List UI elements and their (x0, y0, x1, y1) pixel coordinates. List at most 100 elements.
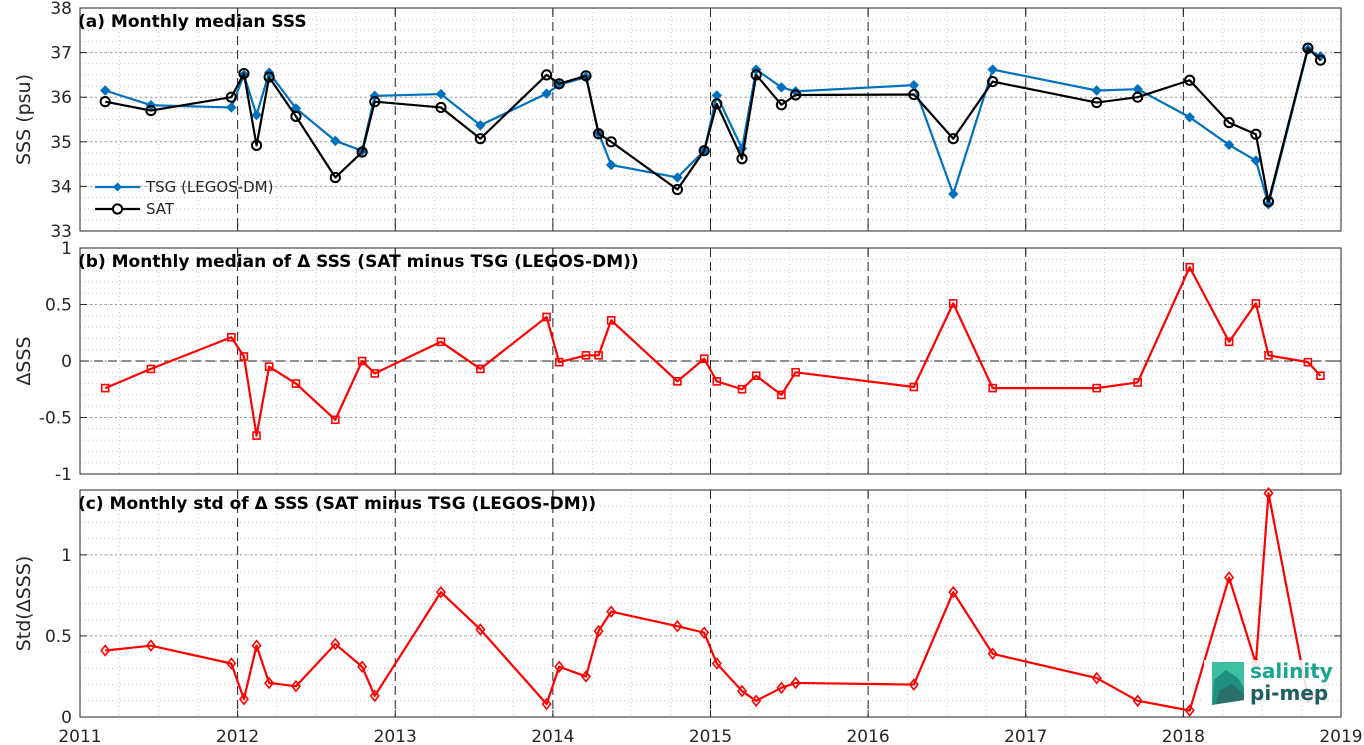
series-line (105, 47, 1322, 203)
data-point (606, 605, 617, 618)
y-axis-label: Std(ΔSSS) (13, 556, 35, 652)
data-point (99, 96, 111, 108)
data-point (699, 626, 710, 639)
data-point (605, 159, 617, 171)
data-point (736, 153, 748, 165)
y-tick-label: 0.5 (45, 296, 72, 316)
data-point (988, 383, 997, 393)
logo-text-pimep: pi-mep (1250, 681, 1328, 705)
data-point (1264, 351, 1273, 360)
data-point (606, 316, 616, 325)
y-tick-label: 33 (50, 222, 72, 242)
data-point (737, 384, 747, 394)
data-point (553, 78, 565, 90)
data-point (1092, 383, 1101, 393)
data-point (476, 364, 485, 374)
y-tick-label: -1 (55, 465, 72, 485)
data-point (909, 382, 919, 392)
data-point (711, 657, 722, 670)
data-point (791, 367, 800, 377)
data-point (474, 133, 486, 145)
panel-title: (c) Monthly std of Δ SSS (SAT minus TSG … (78, 494, 596, 514)
data-point (1185, 262, 1194, 272)
data-point (699, 354, 709, 364)
data-point (369, 96, 381, 108)
data-point (554, 357, 564, 367)
data-point (1316, 371, 1325, 380)
data-point (1250, 128, 1262, 140)
legend-marker-tsg (113, 182, 122, 192)
data-point (239, 352, 249, 361)
data-point (947, 133, 959, 145)
data-point (672, 172, 683, 183)
data-point (226, 657, 237, 670)
data-point (737, 684, 748, 698)
series-line (105, 492, 1321, 712)
data-point (475, 623, 486, 636)
y-tick-label: 38 (50, 0, 72, 19)
data-point (1091, 85, 1102, 96)
data-point (1184, 704, 1195, 717)
data-point (251, 109, 262, 121)
data-point (329, 171, 341, 184)
data-point (357, 660, 368, 674)
data-point (250, 139, 263, 151)
data-point (100, 383, 110, 393)
series-line (104, 266, 1322, 437)
legend-label-sat: SAT (146, 200, 175, 218)
data-point (1314, 54, 1327, 66)
data-point (1224, 571, 1235, 584)
data-point (580, 70, 592, 82)
data-point (751, 371, 761, 380)
panel-c: 0 0.5 1 2011 2012 2013 2014 2015 2016 2017 2018 201… (13, 486, 1363, 745)
data-point (330, 135, 341, 147)
y-axis-label: ΔSSS (13, 336, 35, 385)
data-point (1132, 91, 1144, 103)
data-point (541, 697, 552, 711)
panel-title: (b) Monthly median of Δ SSS (SAT minus T… (78, 252, 639, 272)
data-point (908, 678, 919, 691)
data-point (1303, 357, 1313, 367)
data-point (1184, 112, 1195, 123)
data-point (146, 364, 156, 374)
data-point (987, 647, 998, 661)
data-point (263, 71, 275, 83)
data-point (1223, 139, 1235, 151)
data-point (1223, 117, 1235, 129)
data-point (1251, 299, 1261, 308)
logo-waves-icon (1216, 684, 1244, 704)
data-point (1133, 378, 1142, 387)
data-point (436, 337, 446, 347)
data-point (712, 377, 722, 386)
data-point (1132, 694, 1143, 708)
data-point (226, 102, 237, 113)
data-point (790, 676, 801, 690)
y-tick-label: 0 (61, 352, 72, 372)
data-point (251, 639, 262, 652)
data-point (776, 82, 787, 93)
y-tick-label: 1 (61, 239, 72, 259)
data-point (264, 676, 275, 690)
data-point (1184, 74, 1196, 86)
data-point (790, 89, 802, 101)
data-point (948, 299, 958, 308)
data-point (673, 377, 682, 386)
data-point (987, 75, 999, 88)
data-point (1091, 96, 1103, 109)
x-tick-label: 2013 (374, 727, 417, 745)
y-tick-label: 37 (50, 44, 72, 64)
y-tick-label: 36 (50, 88, 72, 108)
y-tick-label: 34 (50, 177, 72, 197)
data-point (592, 128, 605, 140)
data-point (238, 67, 250, 80)
data-point (605, 136, 617, 148)
data-point (435, 88, 447, 100)
data-point (542, 312, 551, 322)
data-point (540, 69, 553, 81)
y-tick-label: 35 (50, 133, 72, 153)
y-tick-label: 0.5 (45, 627, 72, 647)
data-point (435, 101, 447, 114)
data-point (711, 98, 723, 110)
x-tick-label: 2019 (1319, 727, 1362, 745)
x-tick-label: 2016 (846, 727, 889, 745)
